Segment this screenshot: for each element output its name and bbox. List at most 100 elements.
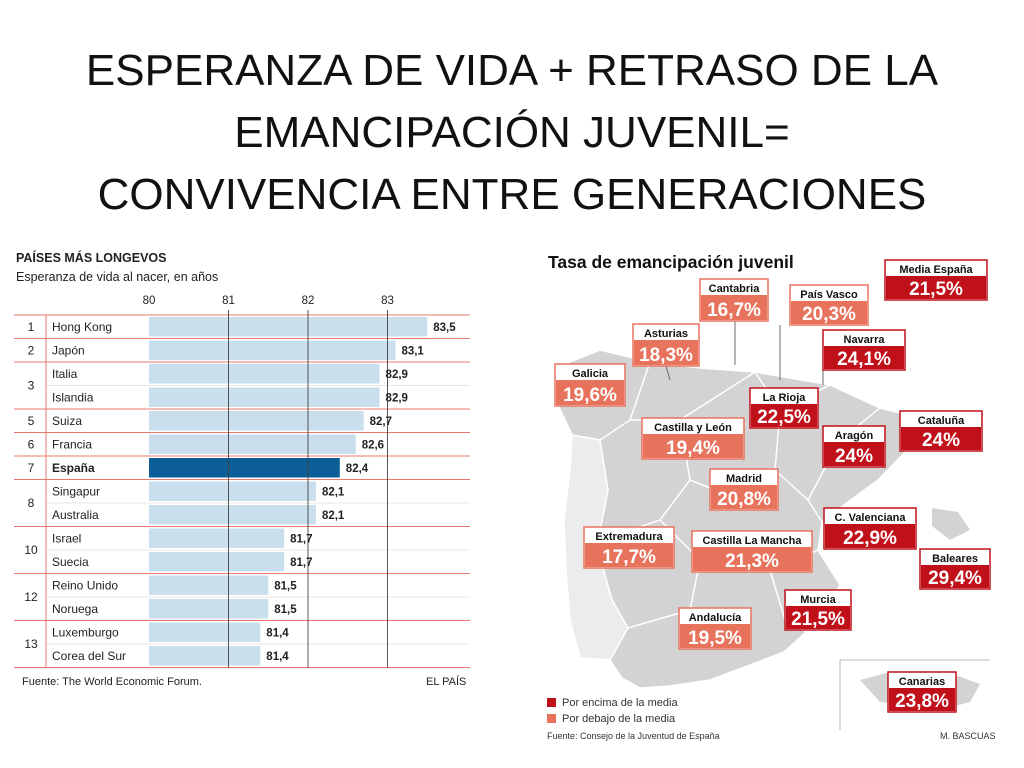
bar [149, 387, 380, 407]
bar [149, 411, 364, 431]
bar [149, 575, 269, 595]
value-label: 82,6 [362, 440, 384, 452]
map-credit: M. BASCUAS [940, 731, 996, 741]
value-label: 81,7 [290, 534, 312, 546]
region-value: 19,4% [666, 438, 720, 459]
emancipation-map: Tasa de emancipación juvenil Media Españ… [547, 252, 996, 741]
region-value-fill [825, 524, 915, 548]
category-label: Francia [52, 438, 92, 452]
rank-label: 7 [28, 461, 35, 475]
rank-label: 5 [28, 414, 35, 428]
baleares-shape [932, 508, 970, 540]
region-value: 20,8% [717, 489, 771, 510]
region-value: 24% [922, 430, 960, 451]
rank-label: 10 [24, 543, 38, 557]
region-label: Galicia 19,6% [554, 363, 626, 407]
x-tick-label: 83 [381, 295, 394, 307]
bar [149, 528, 285, 548]
value-label: 83,5 [433, 322, 456, 334]
value-label: 82,9 [386, 369, 408, 381]
region-name: Castilla y León [654, 422, 732, 434]
legend-swatch-below [547, 714, 556, 723]
region-name: La Rioja [763, 392, 807, 404]
region-name: Murcia [800, 594, 836, 606]
region-name: C. Valenciana [835, 512, 907, 524]
region-value-fill [711, 485, 777, 509]
value-label: 81,4 [266, 651, 289, 663]
region-label: Aragón 24% [822, 425, 886, 468]
region-value-fill [921, 565, 989, 588]
region-label: Baleares 29,4% [919, 548, 991, 590]
category-label: Australia [52, 508, 99, 522]
region-value-fill [701, 295, 767, 320]
region-label: Cataluña 24% [899, 410, 983, 452]
rank-label: 1 [28, 320, 35, 334]
region-name: Andalucía [689, 612, 742, 624]
rank-label: 6 [28, 437, 35, 451]
region-value: 17,7% [602, 547, 656, 568]
region-value: 21,5% [909, 279, 963, 300]
value-label: 82,9 [386, 393, 408, 405]
region-label: Murcia 21,5% [784, 589, 852, 631]
region-label: Castilla y León 19,4% [641, 417, 745, 460]
region-value-fill [643, 434, 743, 458]
region-name: Cantabria [709, 283, 761, 295]
region-value: 18,3% [639, 345, 693, 366]
region-value: 19,5% [688, 628, 742, 649]
region-name: Baleares [932, 553, 978, 565]
region-value: 24% [835, 446, 873, 467]
region-name: Canarias [899, 676, 945, 688]
region-value-fill [824, 442, 884, 466]
slide-title-line: CONVIVENCIA ENTRE GENERACIONES [97, 170, 927, 219]
region-value-fill [889, 688, 955, 711]
region-label: Cantabria 16,7% [699, 278, 769, 322]
legend-label-below: Por debajo de la media [562, 713, 676, 725]
region-name: Media España [899, 264, 973, 276]
region-name: Extremadura [595, 531, 663, 543]
chart-title: PAÍSES MÁS LONGEVOS [16, 250, 167, 265]
leader-line [665, 365, 671, 381]
category-label: Corea del Sur [52, 649, 126, 663]
x-tick-label: 82 [302, 295, 315, 307]
chart-source: Fuente: The World Economic Forum. [22, 676, 202, 688]
category-label: Luxemburgo [52, 626, 119, 640]
x-tick-label: 80 [143, 295, 156, 307]
category-label: Suiza [52, 414, 82, 428]
rank-label: 8 [28, 496, 35, 510]
slide-title-line: ESPERANZA DE VIDA + RETRASO DE LA [85, 46, 939, 95]
region-name: Aragón [835, 430, 874, 442]
region-value-fill [634, 340, 698, 365]
region-label: Navarra 24,1% [822, 329, 906, 371]
region-name: País Vasco [800, 289, 858, 301]
region-value: 23,8% [895, 691, 949, 712]
rank-label: 12 [24, 590, 38, 604]
bar [149, 622, 261, 642]
value-label: 81,4 [266, 628, 289, 640]
region-name: Asturias [644, 328, 688, 340]
slide-title-line: EMANCIPACIÓN JUVENIL= [234, 108, 790, 157]
region-value: 21,3% [725, 551, 779, 572]
map-source: Fuente: Consejo de la Juventud de España [547, 731, 720, 741]
map-title: Tasa de emancipación juvenil [548, 252, 794, 272]
region-label: La Rioja 22,5% [749, 387, 819, 429]
category-label: Islandia [52, 391, 94, 405]
bar [149, 646, 261, 666]
region-value-fill [886, 276, 986, 299]
category-label: Suecia [52, 555, 89, 569]
rank-label: 13 [24, 637, 38, 651]
value-label: 81,5 [274, 604, 297, 616]
value-label: 82,1 [322, 510, 345, 522]
region-name: Navarra [844, 334, 886, 346]
region-label: Canarias 23,8% [887, 671, 957, 713]
bar [149, 317, 428, 337]
bar [149, 599, 269, 619]
chart-subtitle: Esperanza de vida al nacer, en años [16, 270, 218, 284]
region-name: Galicia [572, 368, 609, 380]
region-value-fill [791, 301, 867, 324]
bar [149, 364, 380, 384]
life-expectancy-chart: PAÍSES MÁS LONGEVOS Esperanza de vida al… [14, 250, 470, 688]
value-label: 82,7 [370, 416, 392, 428]
region-value: 24,1% [837, 349, 891, 370]
category-label: Noruega [52, 602, 98, 616]
region-value-fill [786, 606, 850, 629]
